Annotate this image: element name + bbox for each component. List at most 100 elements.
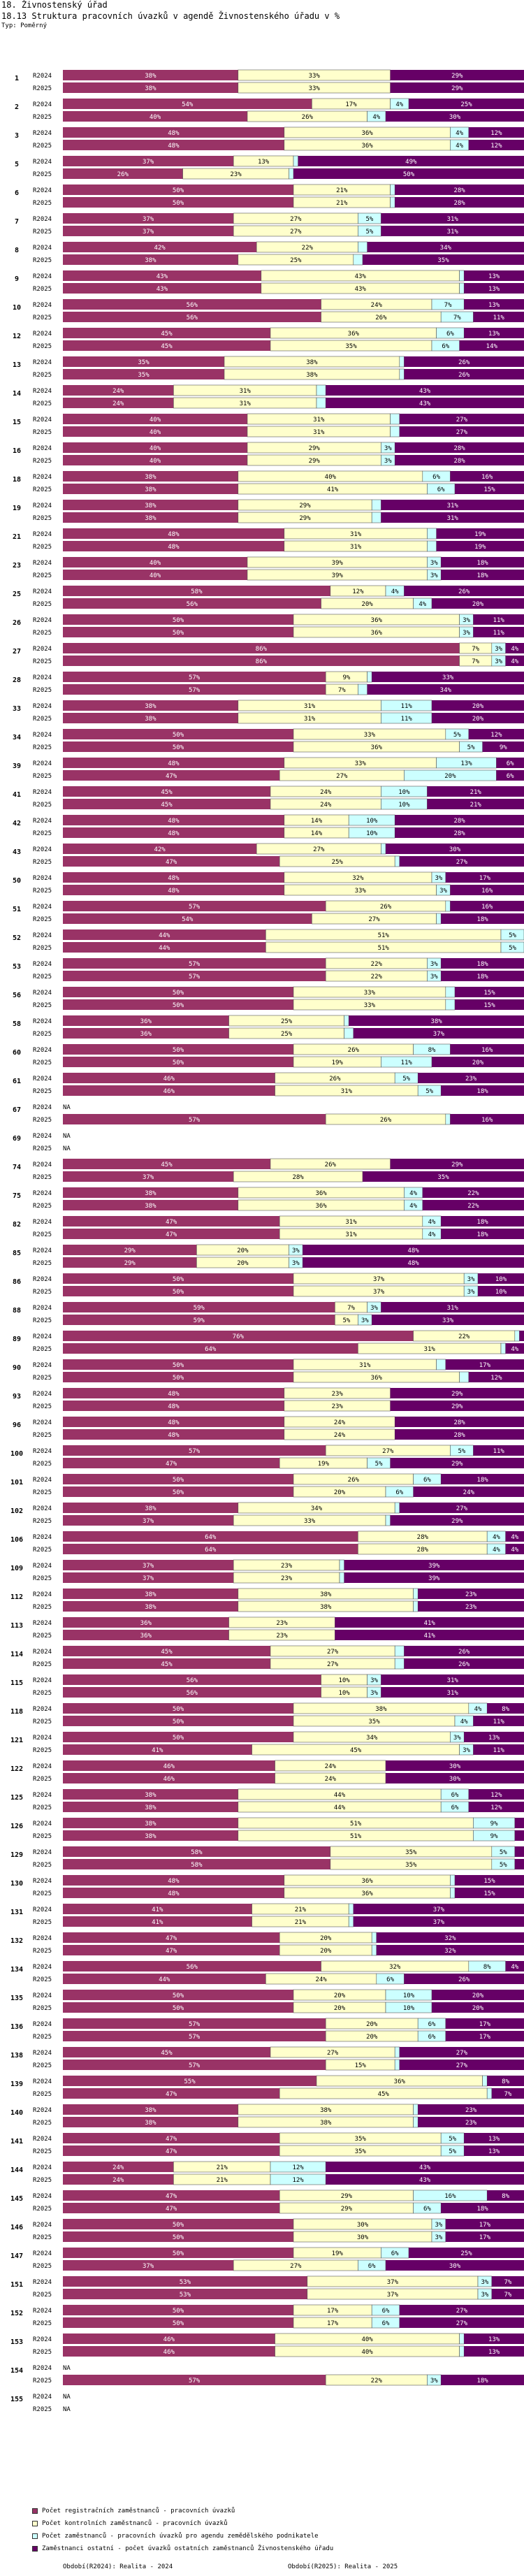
bar-segment [63,586,330,596]
data-label: 50% [173,2005,184,2012]
footer-period-2025: Období(R2025): Realita - 2025 [288,2563,398,2570]
bar-segment [413,1473,442,1485]
row-label: R2025 [33,1862,52,1869]
data-label: 17% [345,101,357,108]
data-label: 23% [281,1563,293,1570]
bar-segment [514,1330,520,1342]
group-label: 8 [15,247,19,254]
data-label: 57% [189,2378,201,2385]
bar-segment [63,356,224,367]
bar-segment [63,1572,234,1583]
row-label: R2025 [33,1203,52,1210]
data-label: 50% [173,1047,184,1054]
data-label: 15% [483,1890,495,1897]
bar-segment [63,1760,275,1771]
bar-segment [464,270,524,281]
data-label: 20% [366,2034,378,2041]
data-label: 45% [161,331,173,338]
data-label: 31% [345,1231,357,1238]
row-label: R2024 [33,1391,52,1398]
group-label: 41 [13,791,21,799]
group-label: 112 [10,1593,23,1601]
row-label: R2024 [33,1964,52,1971]
data-label: 30% [449,1776,461,1783]
bar-segment [386,2260,524,2271]
data-label: 36% [140,1633,152,1640]
data-label: 50% [173,1735,184,1742]
data-label: 25% [290,257,302,264]
data-label: 4% [456,143,463,150]
group-label: 136 [10,2023,23,2031]
data-label: 6% [507,760,514,767]
row-label: R2025 [33,200,52,207]
data-label: 13% [258,159,270,166]
data-label: 36% [361,1878,373,1885]
row-label: R2025 [33,1919,52,1926]
data-label: 43% [355,273,367,280]
bar-segment [326,398,524,408]
data-label: 17% [479,1362,491,1369]
group-label: 53 [13,963,21,971]
data-label: 64% [205,1534,217,1541]
bar-segment [63,815,284,825]
data-label: 36% [394,2078,406,2085]
data-label: 50% [173,2308,184,2315]
bar-segment [63,929,266,940]
data-label: 18% [476,1231,488,1238]
bar-segment [63,2031,326,2041]
data-label: 22% [302,245,314,252]
bar-segment [473,312,524,322]
row-label: R2025 [33,1059,52,1066]
data-label: 3% [495,658,502,665]
bar-segment [63,2174,174,2185]
data-label: 50% [173,2320,184,2327]
bar-segment [422,1200,524,1210]
data-label: 38% [145,1203,157,1210]
data-label: 38% [320,2107,332,2114]
data-label: 6% [382,2320,390,2327]
data-label: 16% [481,1117,493,1124]
bar-segment [432,598,524,609]
bar-segment [344,1572,524,1583]
data-label: 15% [483,1002,495,1009]
data-label: 28% [453,1419,465,1426]
data-label: 5% [509,932,516,939]
bar-segment [404,1646,524,1656]
legend-swatch-agri [32,2533,38,2539]
bar-segment [399,426,524,437]
bar-segment [63,1216,280,1227]
row-label: R2024 [33,2394,52,2401]
data-label: 4% [460,1718,468,1725]
bar-segment [390,1401,524,1411]
bar-segment [459,270,465,282]
data-label: 20% [472,2005,484,2012]
data-label: 41% [424,1633,436,1640]
data-label: 31% [350,544,362,551]
row-label: R2025 [33,2062,52,2069]
group-label: 88 [13,1307,21,1315]
bar-segment [63,1331,414,1341]
row-label: R2024 [33,502,52,509]
group-label: 141 [10,2138,23,2146]
bar-segment [445,2018,524,2029]
bar-segment [390,1515,524,1526]
row-label: R2024 [33,359,52,366]
row-label: R2024 [33,1190,52,1197]
bar-segment [63,226,234,236]
bar-segment [316,384,326,396]
bar-segment [409,2248,524,2258]
row-label: R2024 [33,1505,52,1512]
bar-segment [63,672,326,682]
bar-segment [63,484,238,494]
data-label: 31% [447,1305,459,1312]
bar-segment [289,168,294,180]
row-label: R2025 [33,1518,52,1525]
data-label: 11% [401,1059,413,1066]
data-label: 17% [479,875,491,882]
bar-segment [371,1944,377,1956]
data-label: 41% [152,1747,163,1754]
bar-segment [385,1514,391,1526]
data-label: 20% [366,2021,378,2028]
group-label: 121 [10,1737,23,1744]
data-label: 40% [361,2336,373,2343]
